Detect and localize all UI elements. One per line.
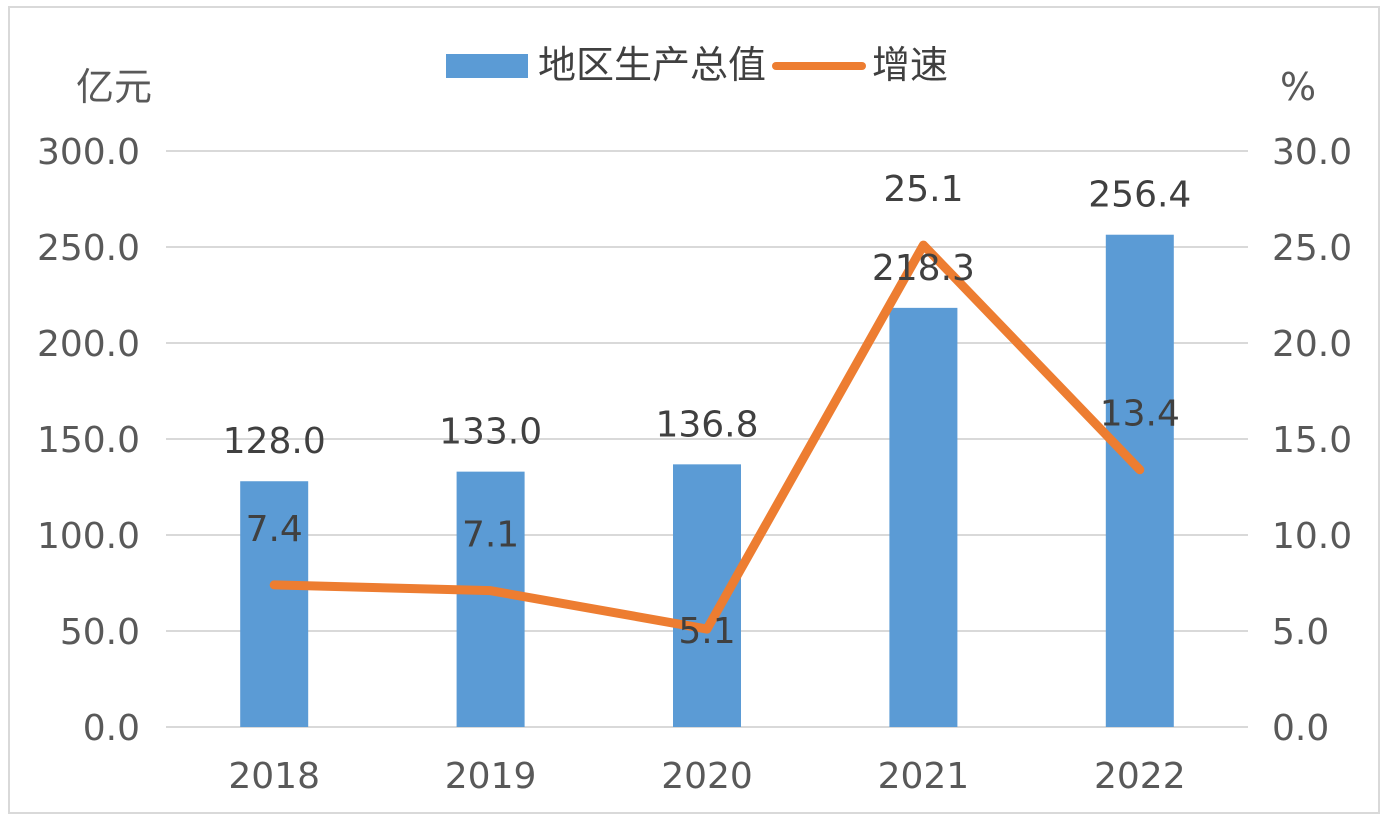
bar-gdp <box>889 307 958 727</box>
right-tick-label: 15.0 <box>1272 420 1352 461</box>
left-tick-label: 250.0 <box>37 228 140 269</box>
data-labels: 128.0 133.0 136.8 218.3 256.4 7.4 7.1 5.1 25.1 13… <box>223 169 1192 652</box>
x-tick-label: 2020 <box>661 756 753 797</box>
bar-value-label: 218.3 <box>872 248 975 289</box>
right-tick-label: 25.0 <box>1272 228 1352 269</box>
left-tick-label: 200.0 <box>37 324 140 365</box>
bar-gdp <box>1105 234 1174 727</box>
bars <box>240 234 1174 727</box>
right-tick-label: 10.0 <box>1272 516 1352 557</box>
legend-swatch-gdp <box>446 54 528 78</box>
right-tick-label: 0.0 <box>1272 708 1329 749</box>
left-tick-label: 0.0 <box>83 708 140 749</box>
growth-value-label: 25.1 <box>883 169 963 210</box>
bar-value-label: 128.0 <box>223 421 326 462</box>
gridlines <box>166 150 1248 728</box>
bar-value-label: 136.8 <box>655 404 758 445</box>
left-tick-label: 50.0 <box>60 612 140 653</box>
axes: 0.0 50.0 100.0 150.0 200.0 250.0 300.0 0.0 5.0 10… <box>37 132 1352 797</box>
growth-value-label: 5.1 <box>678 611 735 652</box>
legend-label-growth: 增速 <box>872 43 948 87</box>
legend: 地区生产总值 增速 <box>446 43 948 87</box>
legend-label-gdp: 地区生产总值 <box>538 43 766 87</box>
left-tick-label: 150.0 <box>37 420 140 461</box>
bar-value-label: 256.4 <box>1088 175 1191 216</box>
growth-value-label: 7.1 <box>462 515 519 556</box>
left-axis-unit: 亿元 <box>76 65 152 109</box>
x-tick-label: 2018 <box>228 756 320 797</box>
right-tick-label: 5.0 <box>1272 612 1329 653</box>
right-tick-label: 20.0 <box>1272 324 1352 365</box>
growth-line-path <box>269 240 1145 634</box>
left-tick-label: 300.0 <box>37 132 140 173</box>
growth-value-label: 7.4 <box>246 509 303 550</box>
bar-value-label: 133.0 <box>439 412 542 453</box>
growth-line <box>269 240 1145 634</box>
bar-gdp <box>456 471 525 727</box>
x-tick-label: 2022 <box>1094 756 1186 797</box>
growth-value-label: 13.4 <box>1100 394 1180 435</box>
left-tick-label: 100.0 <box>37 516 140 557</box>
x-tick-label: 2021 <box>878 756 970 797</box>
right-tick-label: 30.0 <box>1272 132 1352 173</box>
x-tick-label: 2019 <box>445 756 537 797</box>
bar-gdp <box>240 481 309 727</box>
right-axis-unit: % <box>1280 65 1316 109</box>
